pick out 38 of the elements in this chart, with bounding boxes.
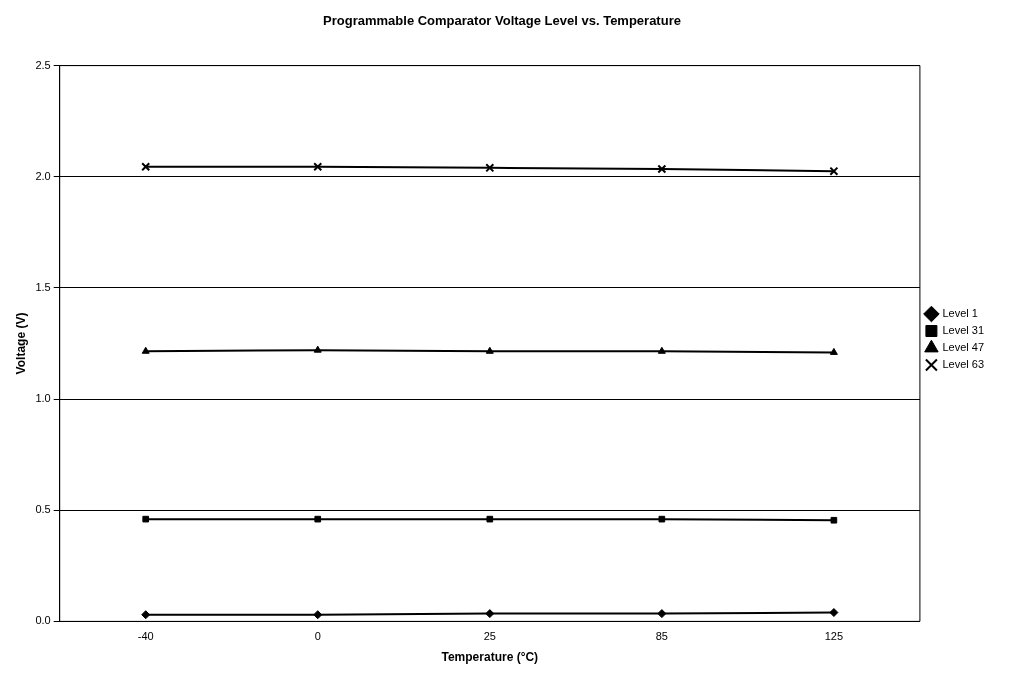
point [141, 162, 151, 172]
point [313, 162, 323, 172]
x-tick-label: 125 [824, 630, 844, 643]
y-tick-label: 2.5 [35, 58, 51, 71]
x-axis-title: Temperature (°C) [441, 650, 539, 665]
point [657, 609, 667, 619]
point [657, 164, 667, 174]
point [314, 515, 322, 523]
point [485, 163, 495, 173]
point [657, 346, 666, 354]
point [829, 347, 838, 355]
x-tick-label: 85 [655, 630, 668, 643]
legend-label: Level 31 [942, 324, 985, 337]
legend-label: Level 47 [942, 341, 985, 354]
point [313, 610, 323, 620]
legend-label: Level 1 [942, 307, 978, 320]
point [313, 345, 322, 353]
point [141, 346, 150, 354]
x-tick-label: 25 [483, 630, 496, 643]
point [829, 608, 839, 618]
y-axis-title: Voltage (V) [13, 312, 28, 375]
x-tick-label: -40 [137, 630, 154, 643]
point [658, 515, 666, 523]
y-tick-label: 1.0 [35, 392, 51, 405]
point [829, 166, 839, 176]
point [486, 515, 494, 523]
y-tick-label: 1.5 [35, 280, 51, 293]
chart-title: Programmable Comparator Voltage Level vs. Temperature [323, 13, 681, 29]
point [485, 346, 494, 354]
y-tick-label: 0.5 [35, 503, 51, 516]
x-tick-label: 0 [314, 630, 321, 643]
point [830, 516, 838, 524]
point [141, 610, 151, 620]
y-tick-label: 0.0 [35, 614, 51, 627]
point [485, 609, 495, 619]
point [142, 515, 150, 523]
legend-label: Level 63 [942, 358, 985, 371]
y-tick-label: 2.0 [35, 169, 51, 182]
